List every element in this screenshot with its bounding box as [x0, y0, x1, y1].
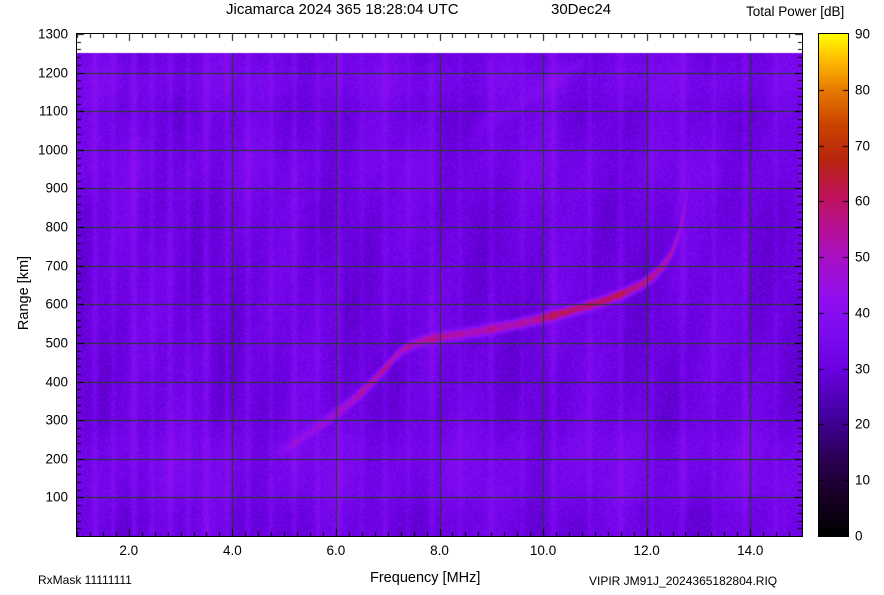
colorbar-tick-label: 90 — [855, 26, 871, 42]
y-tick-label: 100 — [45, 489, 68, 505]
colorbar-tick-label: 30 — [855, 361, 871, 377]
title-date-label: 30Dec24 — [551, 1, 612, 18]
x-tick-label: 2.0 — [119, 543, 139, 558]
y-tick-label: 1100 — [38, 103, 68, 119]
x-tick-label: 12.0 — [633, 543, 660, 558]
page-title: Jicamarca 2024 365 18:28:04 UTC — [226, 1, 459, 18]
x-tick-label: 4.0 — [222, 543, 242, 558]
y-tick-label: 1000 — [37, 142, 68, 158]
colorbar-tick-label: 50 — [855, 249, 871, 265]
colorbar-tick-label: 80 — [855, 82, 871, 98]
x-tick-label: 14.0 — [737, 543, 764, 558]
y-tick-label: 700 — [45, 258, 68, 274]
colorbar-tick-label: 10 — [855, 472, 871, 488]
ionogram-heatmap-canvas — [77, 34, 802, 536]
file-info-label: VIPIR JM91J_2024365182804.RIQ — [589, 574, 778, 588]
x-axis-label: Frequency [MHz] — [370, 570, 481, 586]
colorbar[interactable] — [818, 33, 849, 537]
y-tick-label: 300 — [45, 412, 68, 428]
y-tick-label: 1300 — [37, 26, 68, 42]
colorbar-tick-label: 0 — [855, 528, 863, 544]
y-tick-label: 800 — [45, 219, 68, 235]
y-tick-label: 500 — [45, 335, 68, 351]
colorbar-title: Total Power [dB] — [746, 4, 845, 19]
colorbar-tick-label: 40 — [855, 305, 871, 321]
colorbar-tick-label: 20 — [855, 416, 871, 432]
colorbar-tick-label: 60 — [855, 193, 871, 209]
y-tick-label: 900 — [45, 180, 68, 196]
colorbar-tick-label: 70 — [855, 138, 871, 154]
x-tick-label: 8.0 — [430, 543, 449, 558]
rxmask-label: RxMask 11111111 — [38, 573, 132, 587]
y-tick-label: 200 — [45, 451, 68, 467]
y-tick-label: 600 — [45, 296, 68, 312]
y-tick-label: 1200 — [37, 65, 68, 81]
x-tick-label: 6.0 — [326, 543, 346, 558]
y-tick-label: 400 — [45, 374, 68, 390]
colorbar-gradient — [819, 34, 848, 536]
ionogram-plot-area[interactable] — [76, 33, 803, 537]
x-tick-label: 10.0 — [529, 543, 557, 558]
